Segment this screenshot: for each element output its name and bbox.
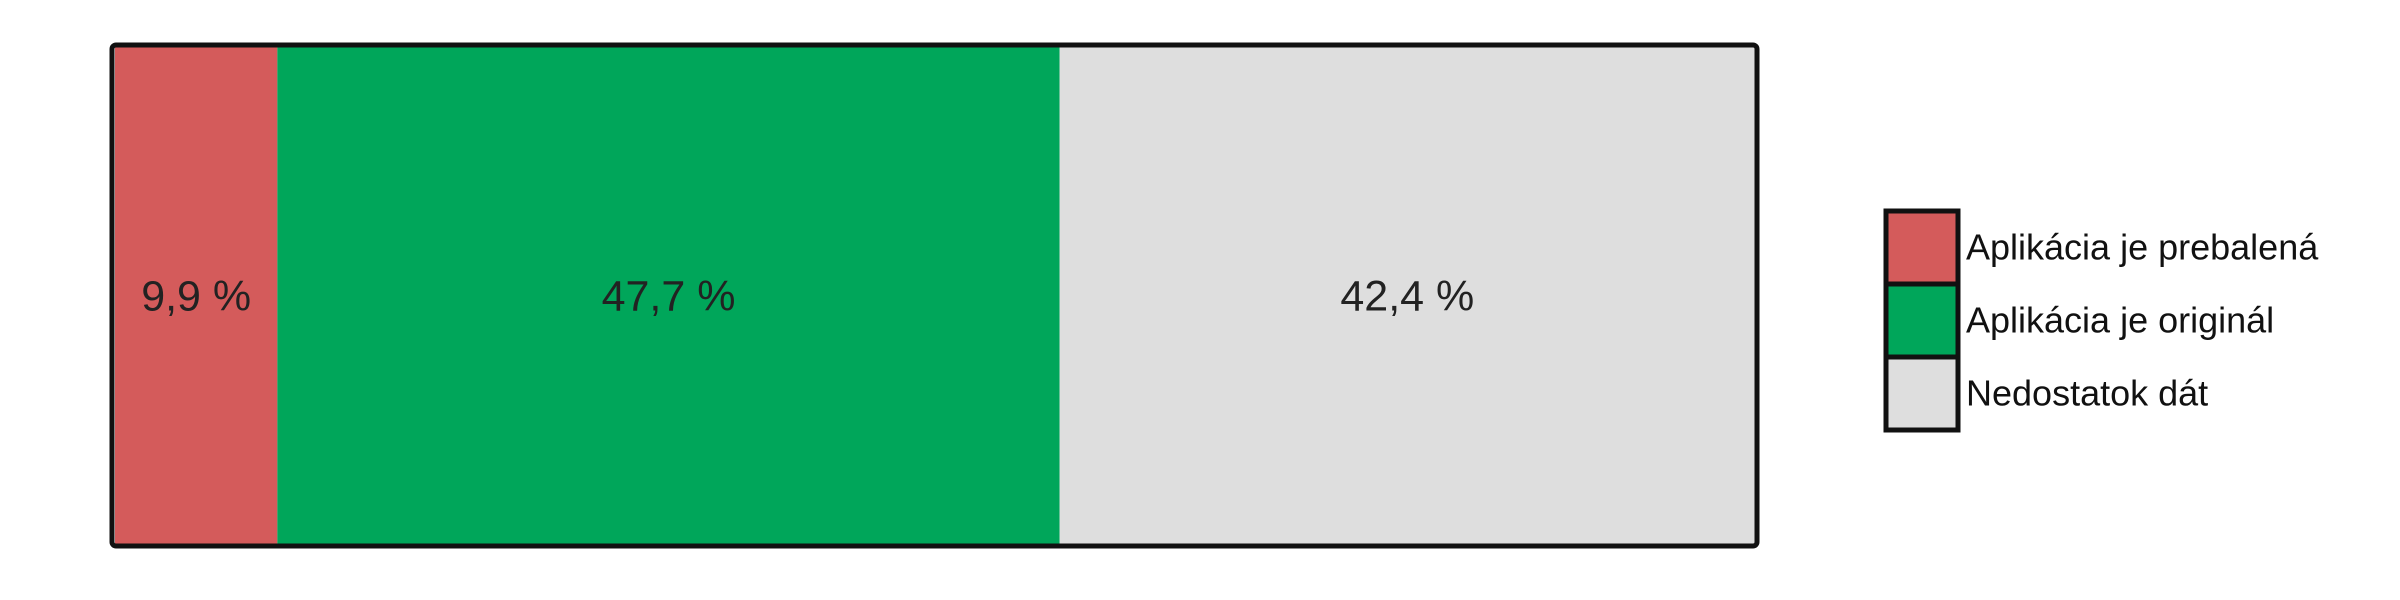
plot-frame xyxy=(109,42,1760,549)
bar-segment-nedostatok-dat xyxy=(1059,47,1755,544)
legend-label-aplikacia-je-prebalena: Aplikácia je prebalená xyxy=(1966,227,2319,268)
data-label-aplikacia-je-prebalena: 9,9 % xyxy=(141,273,251,321)
legend-swatch-aplikacia-je-prebalena xyxy=(1883,208,1961,287)
bar-group: 9,9 % 47,7 % 42,4 % xyxy=(115,47,1755,544)
bar-segment-aplikacia-je-original xyxy=(277,47,1060,544)
data-label-nedostatok-dat: 42,4 % xyxy=(1340,273,1474,321)
data-label-aplikacia-je-original: 47,7 % xyxy=(602,273,736,321)
legend-swatch-nedostatok-dat xyxy=(1883,354,1961,433)
legend-swatch-aplikacia-je-original xyxy=(1883,281,1961,360)
bar-segment-aplikacia-je-prebalena xyxy=(115,47,278,544)
legend: Aplikácia je prebalená Aplikácia je origi… xyxy=(1883,208,2319,433)
legend-label-nedostatok-dat: Nedostatok dát xyxy=(1966,373,2208,414)
legend-label-aplikacia-je-original: Aplikácia je originál xyxy=(1966,300,2274,341)
